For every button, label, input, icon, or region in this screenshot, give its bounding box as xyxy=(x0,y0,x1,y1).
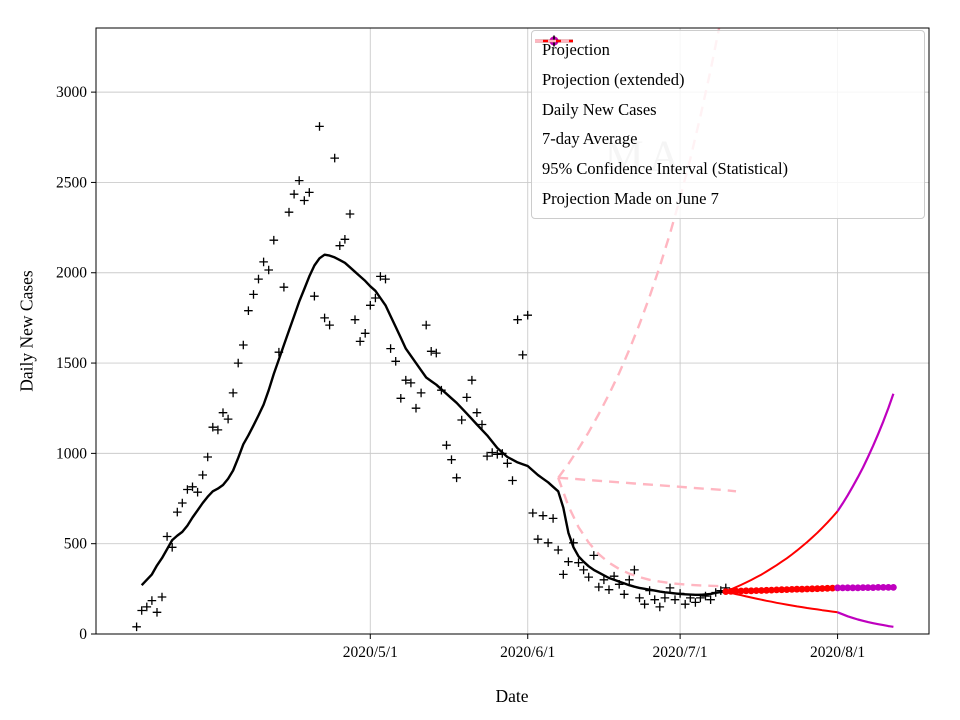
legend-item: Projection Made on June 7 xyxy=(535,39,914,214)
legend-item-label: Daily New Cases xyxy=(542,99,657,119)
y-tick-label: 2000 xyxy=(56,265,87,282)
series-seven-day-average xyxy=(140,253,726,596)
y-tick-label: 1500 xyxy=(56,355,87,372)
series-ci-lower xyxy=(725,590,838,614)
series-june7-projection-center xyxy=(558,476,737,493)
legend-item: 95% Confidence Interval (Statistical) xyxy=(535,39,914,184)
y-tick-label: 3000 xyxy=(56,84,87,101)
y-tick-label: 1000 xyxy=(56,445,87,462)
series-projection xyxy=(722,584,841,595)
y-axis-label: Daily New Cases xyxy=(16,270,37,392)
legend-item-label: Projection xyxy=(542,39,610,59)
series-june7-projection-lower xyxy=(557,477,726,588)
legend-dashed-line-swatch-icon xyxy=(535,39,573,43)
x-tick-label: 2020/6/1 xyxy=(500,644,555,661)
legend-item: Projection xyxy=(542,35,914,64)
y-tick-label: 2500 xyxy=(56,174,87,191)
series-ci-upper xyxy=(725,510,839,593)
axes: 2020/5/1 2020/6/1 2020/7/1 2020/8/1 0 500 1000… xyxy=(56,27,930,661)
plot-area xyxy=(132,28,897,632)
x-tick-label: 2020/5/1 xyxy=(343,644,398,661)
series-projection-extended xyxy=(834,584,897,592)
legend-item-label: 95% Confidence Interval (Statistical) xyxy=(542,159,789,179)
legend-item-label: Projection (extended) xyxy=(542,69,685,89)
series-ci-lower-extended xyxy=(837,611,894,628)
y-tick-label: 0 xyxy=(79,626,87,643)
x-axis-label: Date xyxy=(495,686,529,706)
x-tick-label: 2020/7/1 xyxy=(653,644,708,661)
y-tick-label: 500 xyxy=(64,536,88,553)
legend-item-label: 7-day Average xyxy=(542,129,638,149)
legend-item: 7-day Average xyxy=(535,39,914,154)
legend: Projection Projection (extended) Daily New… xyxy=(531,30,925,219)
legend-item-label: Projection Made on June 7 xyxy=(542,189,719,209)
legend-item: Daily New Cases xyxy=(542,35,914,124)
series-ci-upper-extended xyxy=(836,393,895,512)
legend-item: Projection (extended) xyxy=(542,36,914,94)
series-daily-new-cases xyxy=(132,122,731,632)
x-tick-label: 2020/8/1 xyxy=(810,644,865,661)
